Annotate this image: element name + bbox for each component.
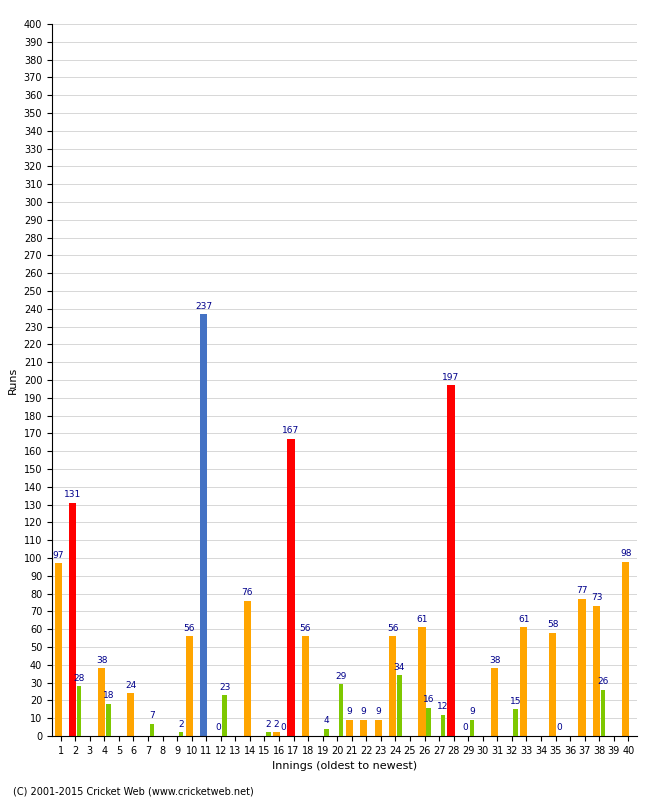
Bar: [601, 690, 605, 736]
Bar: [346, 720, 353, 736]
Text: 56: 56: [300, 624, 311, 633]
Y-axis label: Runs: Runs: [8, 366, 18, 394]
Bar: [55, 563, 62, 736]
Bar: [150, 723, 154, 736]
Text: (C) 2001-2015 Cricket Web (www.cricketweb.net): (C) 2001-2015 Cricket Web (www.cricketwe…: [13, 786, 254, 796]
Text: 38: 38: [489, 656, 500, 665]
Bar: [374, 720, 382, 736]
Text: 23: 23: [219, 682, 230, 691]
Text: 0: 0: [280, 723, 286, 733]
Bar: [389, 636, 396, 736]
Bar: [441, 714, 445, 736]
Bar: [419, 627, 426, 736]
Text: 16: 16: [422, 695, 434, 704]
Text: 56: 56: [183, 624, 195, 633]
Text: 76: 76: [242, 588, 253, 597]
Bar: [339, 684, 343, 736]
Text: 15: 15: [510, 697, 521, 706]
Bar: [200, 314, 207, 736]
Bar: [491, 668, 499, 736]
Text: 38: 38: [96, 656, 107, 665]
Bar: [514, 710, 518, 736]
Text: 98: 98: [620, 549, 631, 558]
Text: 0: 0: [215, 723, 221, 733]
Bar: [287, 438, 294, 736]
Text: 2: 2: [274, 720, 280, 729]
Bar: [273, 733, 280, 736]
Text: 9: 9: [469, 707, 475, 717]
Text: 61: 61: [518, 615, 530, 624]
X-axis label: Innings (oldest to newest): Innings (oldest to newest): [272, 762, 417, 771]
Bar: [266, 733, 270, 736]
Text: 26: 26: [597, 677, 608, 686]
Bar: [302, 636, 309, 736]
Text: 97: 97: [53, 550, 64, 560]
Text: 34: 34: [394, 663, 405, 672]
Text: 131: 131: [64, 490, 81, 499]
Text: 2: 2: [178, 720, 184, 729]
Text: 0: 0: [463, 723, 469, 733]
Bar: [324, 729, 329, 736]
Text: 197: 197: [443, 373, 460, 382]
Text: 0: 0: [556, 723, 562, 733]
Text: 167: 167: [282, 426, 300, 435]
Text: 18: 18: [103, 691, 114, 701]
Bar: [244, 601, 251, 736]
Bar: [360, 720, 367, 736]
Text: 12: 12: [437, 702, 448, 711]
Text: 73: 73: [591, 594, 603, 602]
Bar: [593, 606, 600, 736]
Text: 24: 24: [125, 681, 136, 690]
Text: 77: 77: [577, 586, 588, 595]
Text: 237: 237: [195, 302, 212, 310]
Bar: [77, 686, 81, 736]
Bar: [520, 627, 527, 736]
Bar: [69, 503, 76, 736]
Bar: [447, 386, 454, 736]
Text: 29: 29: [335, 672, 346, 681]
Text: 2: 2: [265, 720, 271, 729]
Text: 28: 28: [73, 674, 84, 682]
Bar: [426, 707, 431, 736]
Bar: [578, 599, 586, 736]
Bar: [222, 695, 227, 736]
Bar: [185, 636, 192, 736]
Text: 9: 9: [361, 707, 367, 717]
Bar: [622, 562, 629, 736]
Text: 56: 56: [387, 624, 398, 633]
Text: 7: 7: [149, 711, 155, 720]
Text: 9: 9: [346, 707, 352, 717]
Bar: [98, 668, 105, 736]
Text: 61: 61: [416, 615, 428, 624]
Bar: [106, 704, 110, 736]
Bar: [470, 720, 474, 736]
Text: 58: 58: [547, 620, 558, 630]
Text: 4: 4: [324, 716, 330, 726]
Bar: [179, 733, 183, 736]
Bar: [397, 675, 402, 736]
Text: 9: 9: [376, 707, 381, 717]
Bar: [127, 694, 135, 736]
Bar: [549, 633, 556, 736]
